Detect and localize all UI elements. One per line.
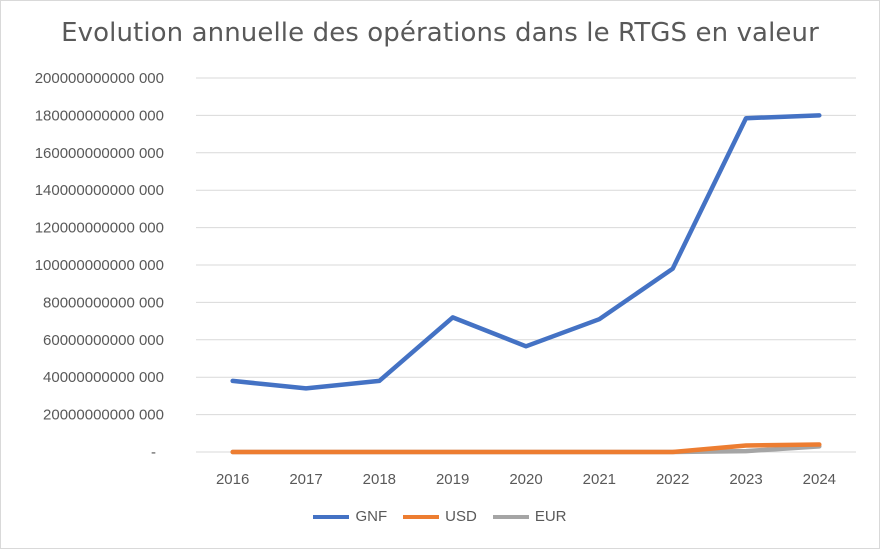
x-tick-label: 2020: [509, 471, 542, 488]
x-tick-label: 2018: [363, 471, 396, 488]
x-axis-ticks: 2016 2017 2018 2019 2020 2021 2022 2023 2024: [216, 471, 836, 488]
x-tick-label: 2022: [656, 471, 689, 488]
x-tick-label: 2024: [803, 471, 836, 488]
y-tick-label: -: [151, 444, 156, 461]
y-tick-label: 100000000000 000: [35, 257, 164, 274]
legend-label: GNF: [355, 508, 388, 525]
legend-item-gnf: GNF: [313, 508, 387, 525]
legend-item-eur: EUR: [492, 508, 567, 525]
legend-item-usd: USD: [403, 508, 477, 525]
y-tick-label: 200000000000 000: [35, 70, 164, 87]
y-tick-label: 120000000000 000: [35, 220, 164, 237]
y-tick-label: 40000000000 000: [43, 369, 164, 386]
x-tick-label: 2023: [729, 471, 762, 488]
x-tick-label: 2021: [583, 471, 616, 488]
y-tick-label: 180000000000 000: [35, 107, 164, 124]
legend-label: EUR: [534, 508, 567, 525]
series-lines: [230, 113, 822, 455]
legend-swatch: [492, 514, 529, 519]
y-tick-label: 160000000000 000: [35, 145, 164, 162]
y-tick-label: 140000000000 000: [35, 182, 164, 199]
legend: GNF USD EUR: [0, 508, 880, 525]
x-tick-label: 2016: [216, 471, 249, 488]
legend-label: USD: [445, 508, 477, 525]
y-tick-label: 60000000000 000: [43, 332, 164, 349]
x-tick-label: 2019: [436, 471, 469, 488]
y-tick-label: 80000000000 000: [43, 294, 164, 311]
series-line-usd: [230, 442, 822, 455]
series-line-gnf: [230, 113, 822, 391]
y-tick-label: 20000000000 000: [43, 407, 164, 424]
y-axis-ticks: - 20000000000 000 40000000000 000 600000000…: [35, 70, 164, 461]
chart-title: Evolution annuelle des opérations dans l…: [61, 18, 819, 48]
x-tick-label: 2017: [289, 471, 322, 488]
legend-swatch: [313, 514, 350, 519]
gridlines: [196, 77, 856, 453]
legend-swatch: [403, 514, 440, 519]
